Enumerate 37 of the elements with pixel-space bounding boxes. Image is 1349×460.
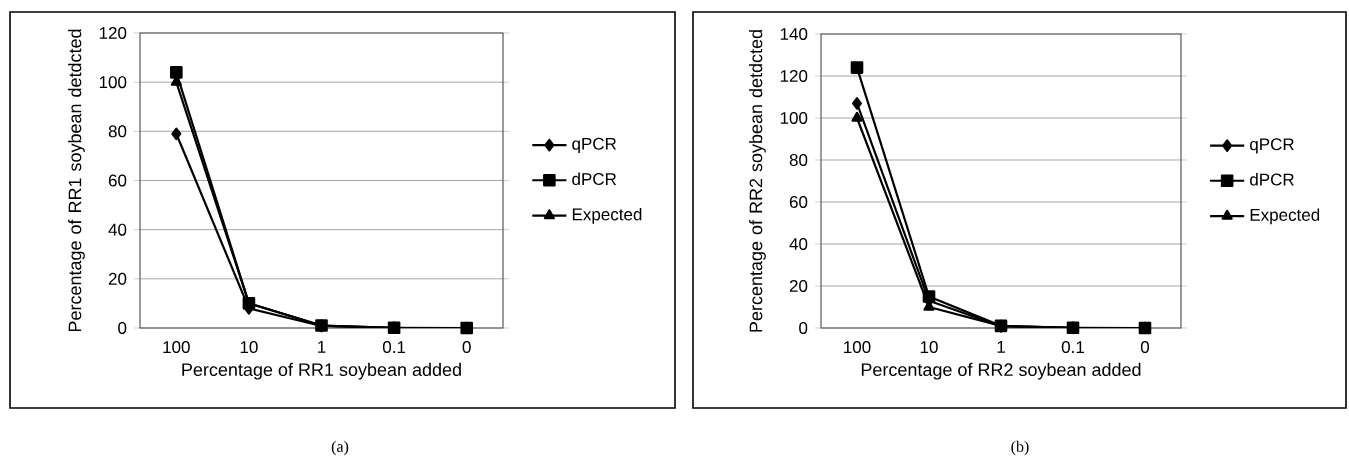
legend-label: dPCR xyxy=(1250,173,1294,186)
x-tick-label: 100 xyxy=(844,341,871,354)
legend-label: dPCR xyxy=(572,172,617,186)
x-tick-label: 0 xyxy=(1140,341,1150,354)
legend-label: qPCR xyxy=(1250,138,1294,154)
x-tick-label: 0.1 xyxy=(382,341,406,354)
x-tick-label: 0.1 xyxy=(1061,341,1084,354)
y-axis-title: Percentage of RR1 soybean detdcted xyxy=(68,29,85,332)
x-tick-label: 10 xyxy=(240,341,258,354)
x-tick-label: 1 xyxy=(318,341,326,353)
y-tick-label: 140 xyxy=(780,27,808,40)
y-tick-label: 20 xyxy=(108,272,127,285)
y-axis-title: Percentage of RR2 soybean detdcted xyxy=(749,30,766,332)
y-tick-label: 80 xyxy=(108,125,127,138)
y-tick-label: 40 xyxy=(108,223,127,236)
x-tick-label: 0 xyxy=(462,341,471,354)
y-tick-label: 60 xyxy=(789,195,808,208)
y-tick-label: 20 xyxy=(789,279,808,292)
y-tick-label: 0 xyxy=(118,321,127,334)
y-tick-label: 120 xyxy=(99,26,127,39)
y-tick-label: 100 xyxy=(780,111,808,124)
text: (a) xyxy=(331,440,349,456)
text: (b) xyxy=(1011,440,1029,456)
y-tick-label: 100 xyxy=(99,76,127,89)
x-tick-label: 1 xyxy=(997,341,1005,353)
x-tick-label: 10 xyxy=(920,341,938,354)
x-axis-title: Percentage of RR1 soybean added xyxy=(182,362,461,380)
x-tick-label: 100 xyxy=(163,341,190,354)
y-tick-label: 40 xyxy=(789,237,808,250)
y-tick-label: 0 xyxy=(799,321,808,334)
legend-label: Expected xyxy=(1250,208,1320,225)
y-tick-label: 80 xyxy=(789,153,808,166)
legend-label: Expected xyxy=(572,207,642,224)
y-tick-label: 120 xyxy=(780,69,808,82)
legend-label: qPCR xyxy=(572,137,617,154)
x-axis-title: Percentage of RR2 soybean added xyxy=(861,362,1141,380)
y-tick-label: 60 xyxy=(108,174,127,187)
